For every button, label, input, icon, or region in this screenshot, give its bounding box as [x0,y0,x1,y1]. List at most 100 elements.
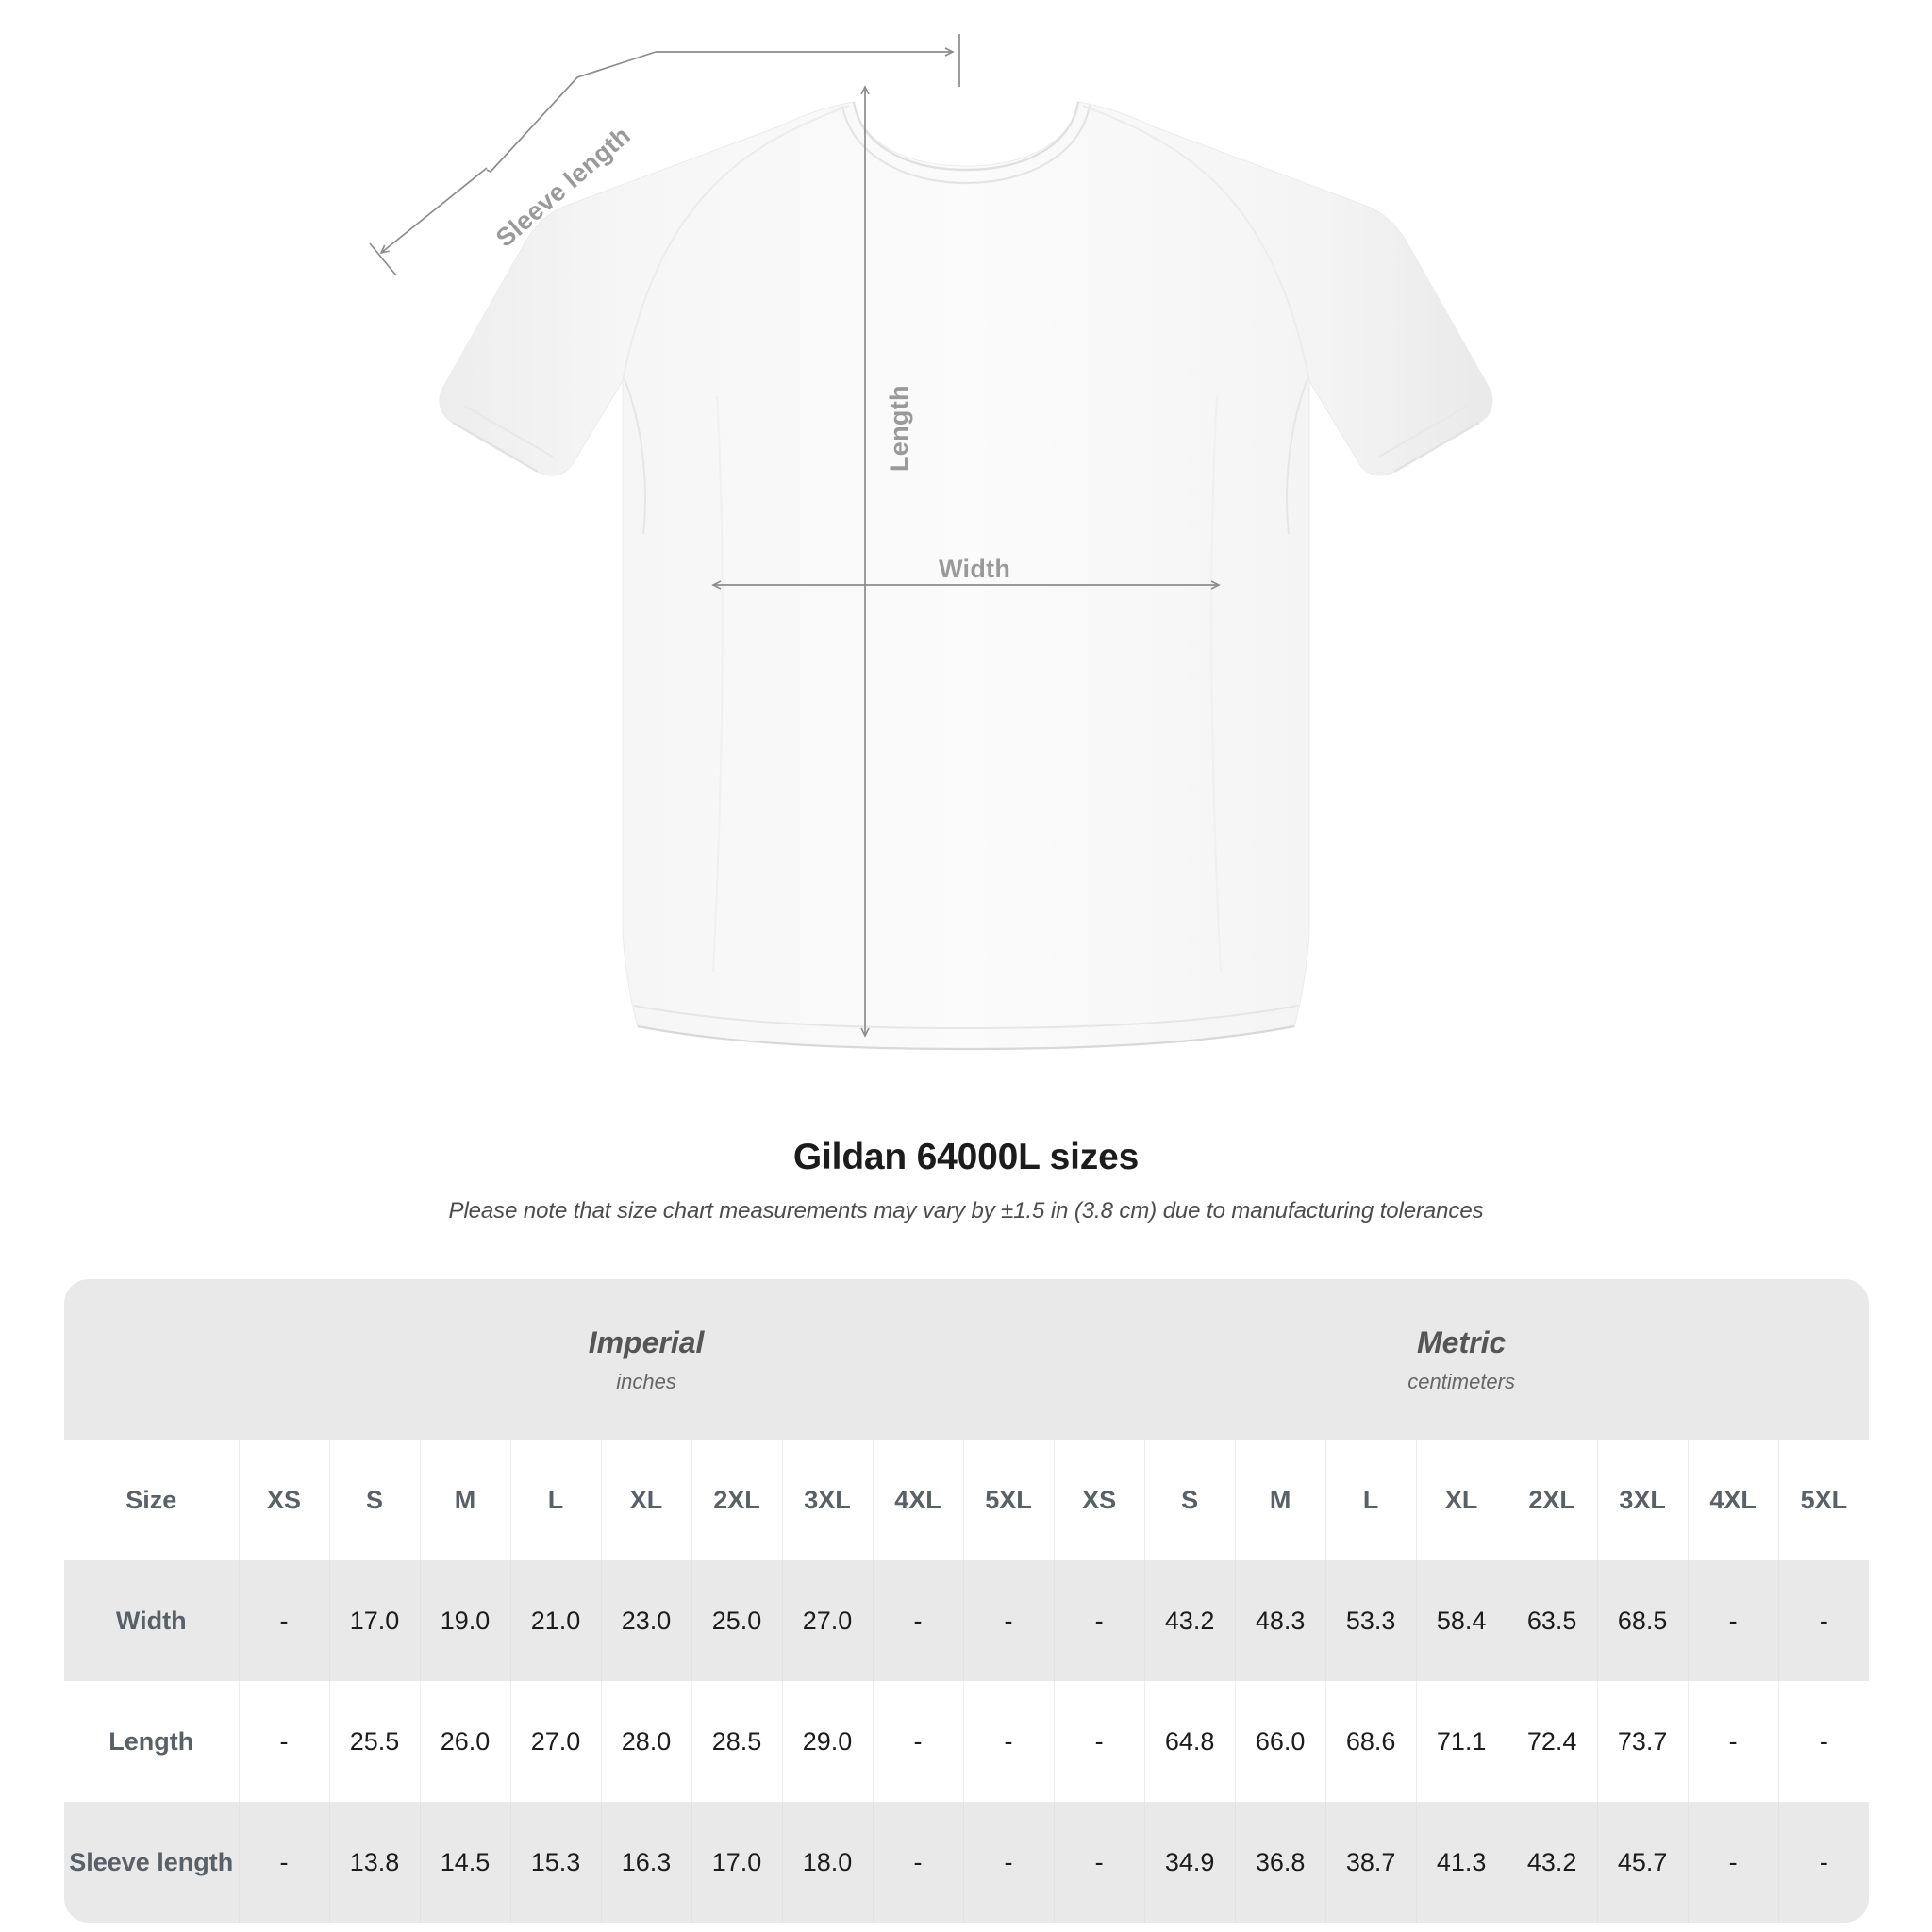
size-header-metric-xl: XL [1415,1440,1507,1560]
cell-sleeve-metric-5xl: - [1777,1802,1870,1923]
cell-sleeve-imperial-xl: 16.3 [600,1802,691,1923]
row-label-length: Length [64,1681,239,1802]
cell-length-metric-m: 66.0 [1234,1681,1326,1802]
cell-width-imperial-2xl: 25.0 [691,1560,782,1681]
unit-group-imperial: Imperial inches [239,1279,1055,1440]
sleeve-end-tick [369,242,397,276]
row-label-sleeve-length: Sleeve length [64,1802,239,1923]
cell-width-metric-4xl: - [1687,1560,1779,1681]
cell-length-imperial-m: 26.0 [419,1681,510,1802]
tshirt-illustration [369,34,1493,1051]
cell-length-imperial-s: 25.5 [328,1681,420,1802]
cell-length-imperial-xl: 28.0 [600,1681,691,1802]
cell-width-metric-s: 43.2 [1143,1560,1236,1681]
cell-length-metric-s: 64.8 [1143,1681,1236,1802]
cell-width-metric-5xl: - [1777,1560,1870,1681]
length-label: Length [885,385,913,472]
size-header-imperial-2xl: 2XL [691,1440,782,1560]
cell-width-imperial-m: 19.0 [419,1560,510,1681]
cell-length-metric-2xl: 72.4 [1506,1681,1598,1802]
unit-metric-name: Metric [1417,1325,1507,1360]
size-header-metric-5xl: 5XL [1777,1440,1870,1560]
cell-sleeve-imperial-s: 13.8 [328,1802,420,1923]
cell-sleeve-metric-s: 34.9 [1143,1802,1236,1923]
size-header-imperial-m: M [419,1440,510,1560]
cell-width-metric-3xl: 68.5 [1596,1560,1689,1681]
cell-width-imperial-xl: 23.0 [600,1560,691,1681]
cell-sleeve-metric-3xl: 45.7 [1596,1802,1689,1923]
cell-sleeve-metric-4xl: - [1687,1802,1779,1923]
cell-length-metric-4xl: - [1687,1681,1779,1802]
cell-sleeve-metric-xs: - [1053,1802,1145,1923]
size-header-imperial-4xl: 4XL [872,1440,963,1560]
cell-sleeve-imperial-m: 14.5 [419,1802,510,1923]
cell-length-imperial-5xl: - [962,1681,1055,1802]
unit-header-row: Imperial inches Metric centimeters [64,1279,1870,1440]
cell-sleeve-imperial-3xl: 18.0 [781,1802,873,1923]
sleeve-dimension-line [379,167,488,255]
size-header-metric-xs: XS [1053,1440,1145,1560]
cell-sleeve-metric-m: 36.8 [1234,1802,1326,1923]
cell-width-metric-xs: - [1053,1560,1145,1681]
cell-sleeve-metric-2xl: 43.2 [1506,1802,1598,1923]
size-header-imperial-l: L [509,1440,601,1560]
sleeve-leader-bend [490,51,657,173]
size-header-metric-m: M [1234,1440,1326,1560]
tshirt-body-shape [439,101,1493,1051]
tshirt-measurement-diagram: Sleeve length Length Width [369,34,1493,1051]
size-table-container: Imperial inches Metric centimeters Size … [64,1279,1870,1923]
row-label-width: Width [64,1560,239,1681]
unit-metric-sub: centimeters [1407,1369,1515,1393]
cell-length-metric-xs: - [1053,1681,1145,1802]
size-header-imperial-3xl: 3XL [781,1440,873,1560]
size-header-metric-3xl: 3XL [1596,1440,1689,1560]
cell-length-metric-5xl: - [1777,1681,1870,1802]
cell-length-imperial-3xl: 29.0 [781,1681,873,1802]
cell-length-imperial-4xl: - [872,1681,963,1802]
unit-imperial-name: Imperial [588,1325,705,1360]
cell-sleeve-metric-xl: 41.3 [1415,1802,1507,1923]
size-header-row: Size XS S M L XL 2XL 3XL 4XL 5XL XS S M … [64,1440,1870,1560]
size-header-metric-2xl: 2XL [1506,1440,1598,1560]
cell-width-imperial-xs: - [238,1560,329,1681]
cell-width-metric-2xl: 63.5 [1506,1560,1598,1681]
cell-width-metric-l: 53.3 [1324,1560,1417,1681]
cell-width-imperial-3xl: 27.0 [781,1560,873,1681]
cell-sleeve-imperial-5xl: - [962,1802,1055,1923]
size-header-metric-s: S [1143,1440,1236,1560]
size-header-imperial-xs: XS [238,1440,329,1560]
cell-sleeve-imperial-4xl: - [872,1802,963,1923]
cell-width-imperial-l: 21.0 [509,1560,601,1681]
size-header-imperial-xl: XL [600,1440,691,1560]
cell-width-imperial-s: 17.0 [328,1560,420,1681]
table-row: Length - 25.5 26.0 27.0 28.0 28.5 29.0 -… [64,1681,1870,1802]
cell-length-metric-l: 68.6 [1324,1681,1417,1802]
size-table: Imperial inches Metric centimeters Size … [64,1279,1870,1923]
table-row: Width - 17.0 19.0 21.0 23.0 25.0 27.0 - … [64,1560,1870,1681]
cell-length-imperial-2xl: 28.5 [691,1681,782,1802]
cell-length-imperial-l: 27.0 [509,1681,601,1802]
unit-imperial-sub: inches [616,1369,676,1393]
table-row: Sleeve length - 13.8 14.5 15.3 16.3 17.0… [64,1802,1870,1923]
title-block: Gildan 64000L sizes Please note that siz… [0,1137,1932,1224]
cell-length-metric-xl: 71.1 [1415,1681,1507,1802]
cell-width-imperial-4xl: - [872,1560,963,1681]
cell-width-metric-xl: 58.4 [1415,1560,1507,1681]
page-title: Gildan 64000L sizes [792,1137,1140,1177]
cell-sleeve-metric-l: 38.7 [1324,1802,1417,1923]
cell-width-imperial-5xl: - [962,1560,1055,1681]
cell-width-metric-m: 48.3 [1234,1560,1326,1681]
size-corner-header: Size [64,1440,239,1560]
cell-length-imperial-xs: - [238,1681,329,1802]
size-header-metric-l: L [1324,1440,1417,1560]
size-header-imperial-s: S [328,1440,420,1560]
width-label: Width [939,555,1011,583]
size-header-metric-4xl: 4XL [1687,1440,1779,1560]
cell-sleeve-imperial-xs: - [238,1802,329,1923]
unit-group-metric: Metric centimeters [1054,1279,1870,1440]
cell-length-metric-3xl: 73.7 [1596,1681,1689,1802]
measurement-lines [369,34,1221,1038]
tolerance-note: Please note that size chart measurements… [448,1198,1484,1224]
cell-sleeve-imperial-2xl: 17.0 [691,1802,782,1923]
